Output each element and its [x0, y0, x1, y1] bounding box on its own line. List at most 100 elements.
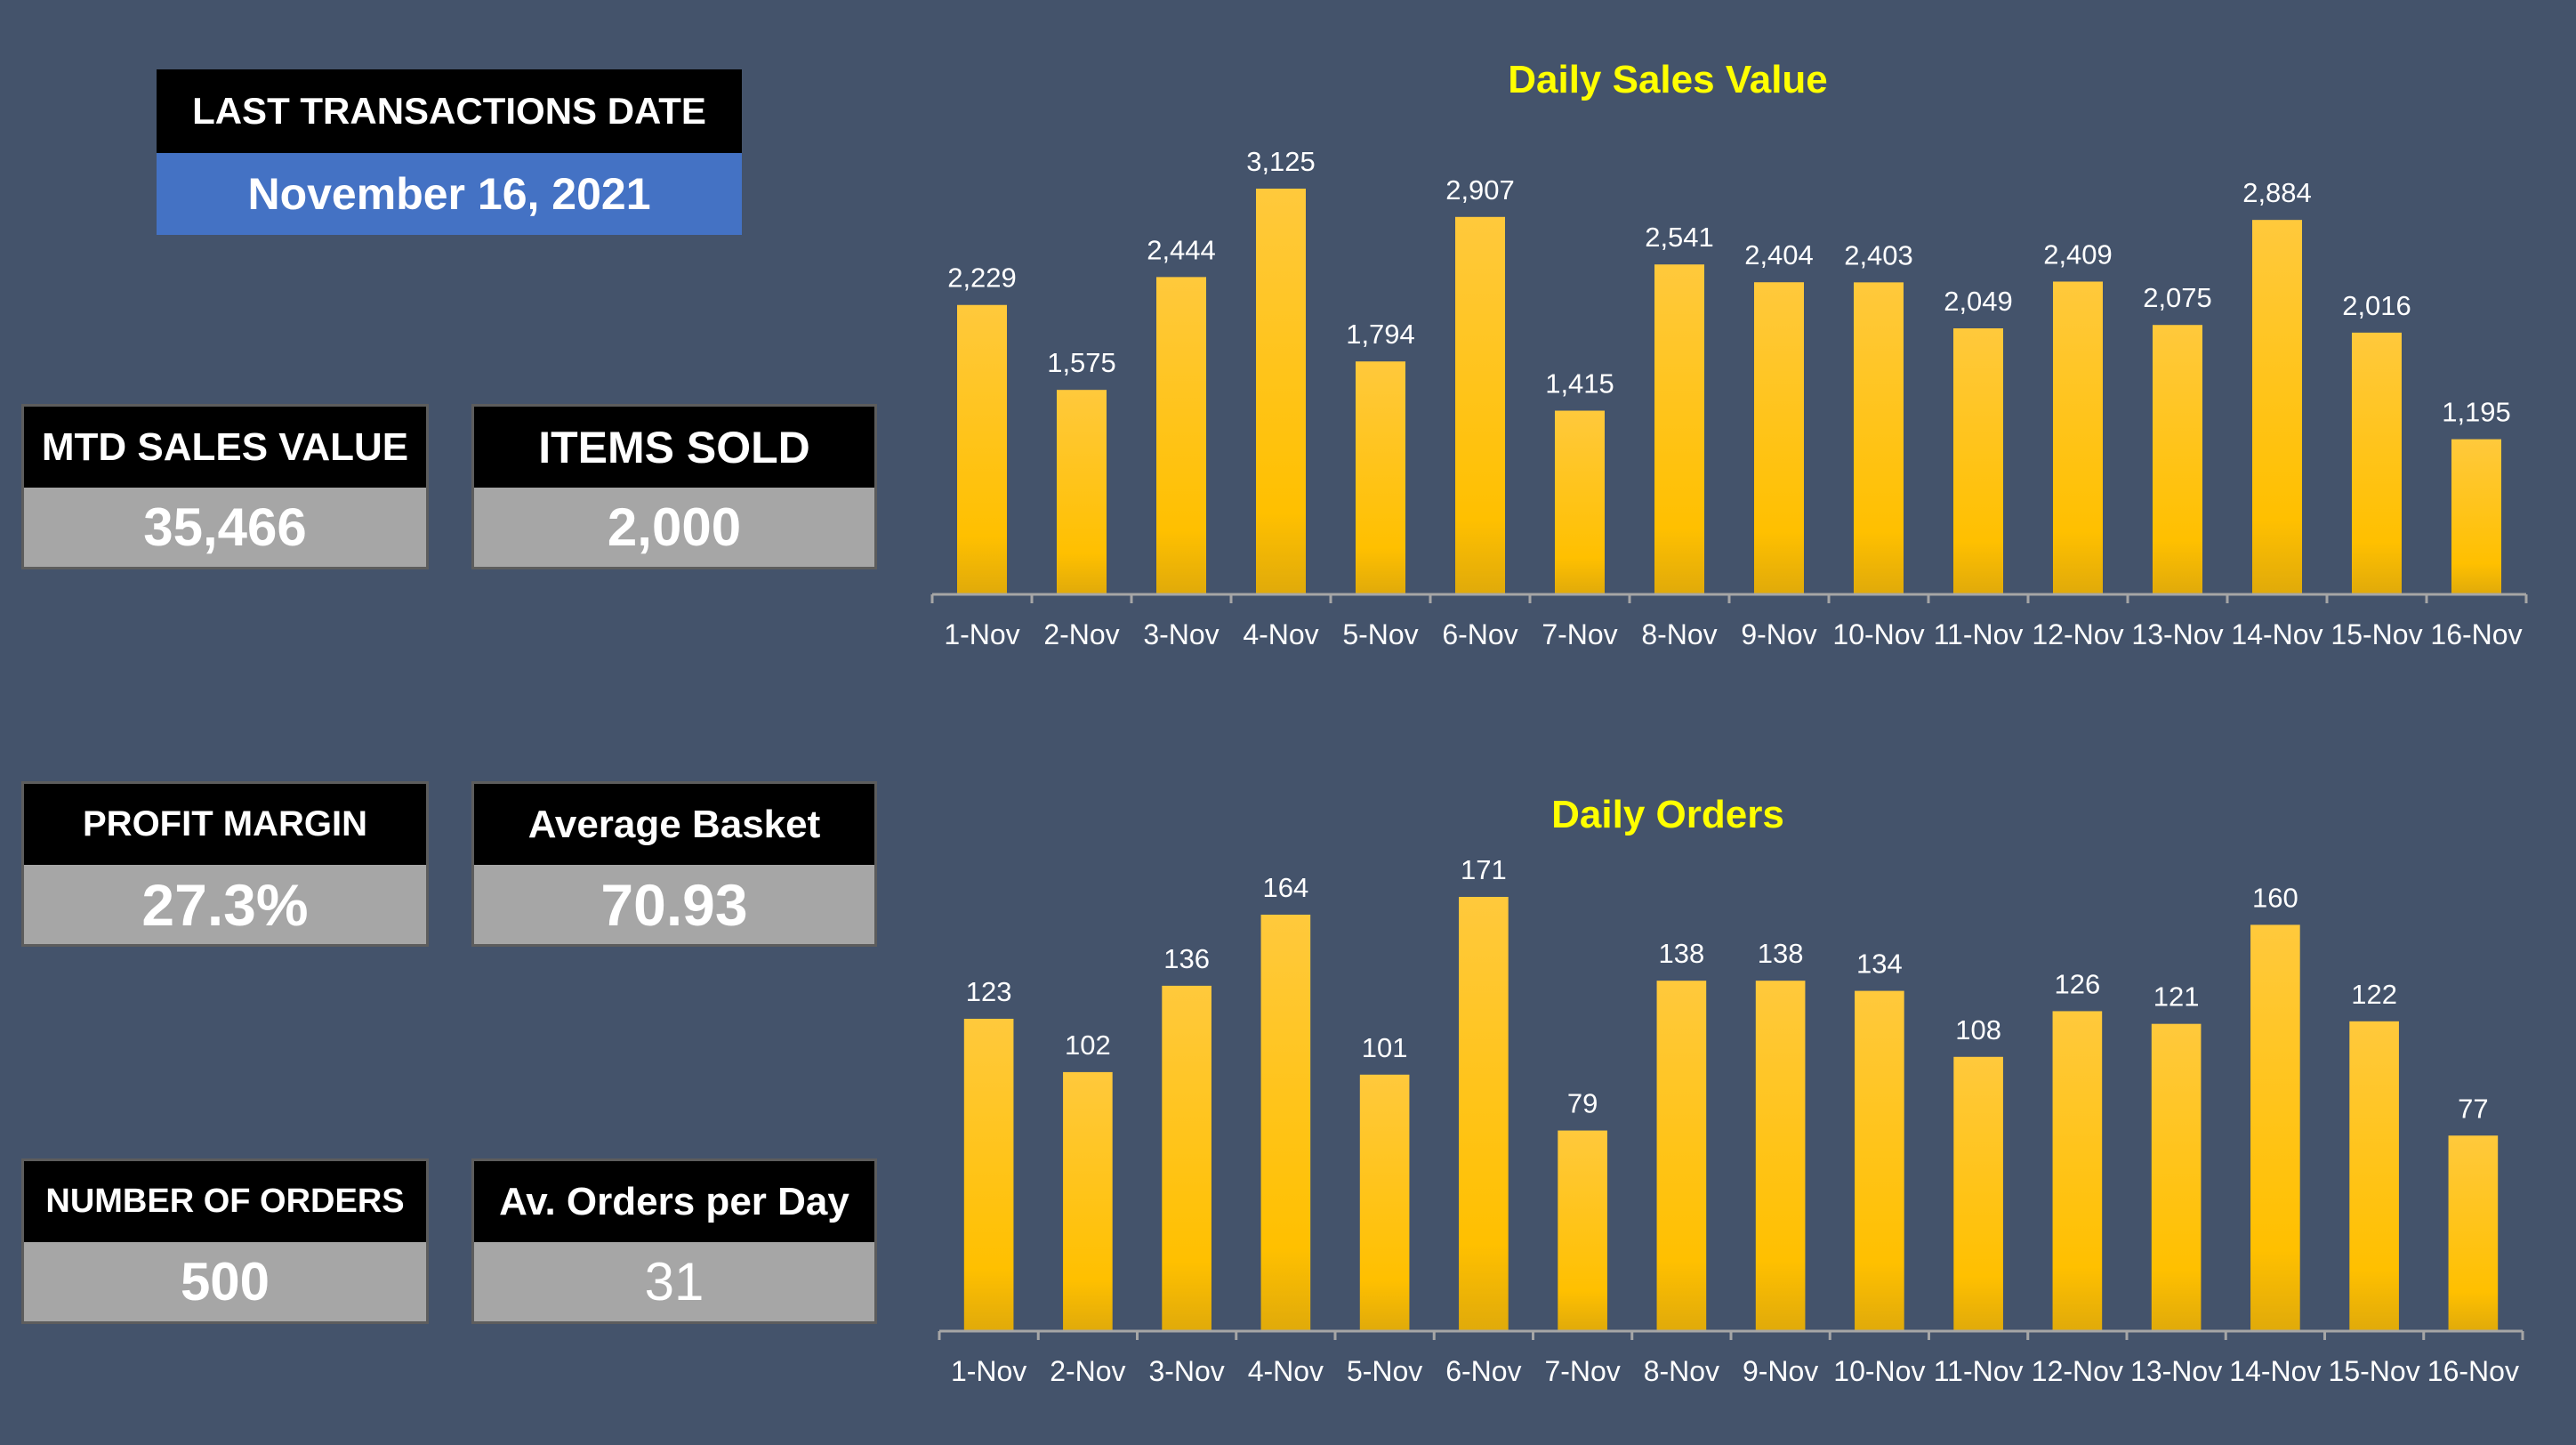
chart-title: Daily Orders: [1551, 793, 1784, 836]
avg-orders-per-day-value: 31: [471, 1242, 877, 1324]
bar: [1162, 985, 1212, 1331]
x-tick-label: 16-Nov: [2430, 618, 2522, 650]
last-transactions-date-card: LAST TRANSACTIONS DATE November 16, 2021: [157, 69, 742, 235]
bar: [1356, 361, 1405, 594]
items-sold-card: ITEMS SOLD 2,000: [471, 404, 877, 569]
x-tick-label: 2-Nov: [1043, 618, 1119, 650]
bar: [2252, 220, 2302, 594]
x-tick-label: 9-Nov: [1743, 1355, 1818, 1387]
items-sold-value: 2,000: [471, 488, 877, 569]
x-tick-label: 1-Nov: [944, 618, 1019, 650]
bar: [1855, 990, 1904, 1331]
x-tick-label: 5-Nov: [1347, 1355, 1422, 1387]
x-tick-label: 11-Nov: [1934, 618, 2024, 650]
x-tick-label: 16-Nov: [2427, 1355, 2519, 1387]
number-of-orders-card: NUMBER OF ORDERS 500: [21, 1158, 429, 1324]
x-tick-label: 13-Nov: [2130, 1355, 2222, 1387]
bar-value-label: 138: [1659, 938, 1705, 969]
number-of-orders-value: 500: [21, 1242, 429, 1324]
x-tick-label: 9-Nov: [1741, 618, 1816, 650]
bar-value-label: 2,229: [947, 262, 1017, 294]
x-tick-label: 4-Nov: [1248, 1355, 1324, 1387]
bar-value-label: 164: [1263, 872, 1309, 903]
bar: [957, 304, 1007, 594]
bar-value-label: 1,195: [2442, 397, 2511, 428]
x-tick-label: 10-Nov: [1832, 618, 1924, 650]
bar: [1555, 410, 1605, 594]
last-transactions-date-label: LAST TRANSACTIONS DATE: [157, 69, 742, 153]
x-tick-label: 10-Nov: [1833, 1355, 1925, 1387]
bar: [1754, 282, 1804, 594]
x-tick-label: 12-Nov: [2032, 618, 2123, 650]
bar-value-label: 102: [1065, 1029, 1111, 1061]
bar: [1256, 189, 1306, 594]
mtd-sales-value: 35,466: [21, 488, 429, 569]
avg-orders-per-day-label: Av. Orders per Day: [471, 1158, 877, 1242]
daily-sales-chart: Daily Sales Value 2,229 1-Nov 1,575 2-Nov 2,4…: [930, 58, 2528, 650]
average-basket-value: 70.93: [471, 865, 877, 947]
bar: [2349, 1021, 2399, 1331]
bar-value-label: 108: [1955, 1014, 2001, 1045]
bar-value-label: 3,125: [1246, 146, 1316, 177]
x-tick-label: 8-Nov: [1644, 1355, 1719, 1387]
profit-margin-label: PROFIT MARGIN: [21, 781, 429, 865]
bar-value-label: 160: [2252, 882, 2298, 913]
bar: [2153, 325, 2202, 594]
bar-value-label: 121: [2153, 981, 2200, 1013]
bar-value-label: 2,409: [2043, 238, 2113, 270]
bar: [1654, 264, 1704, 594]
x-tick-label: 1-Nov: [951, 1355, 1026, 1387]
x-tick-label: 11-Nov: [1934, 1355, 2024, 1387]
x-tick-label: 7-Nov: [1544, 1355, 1620, 1387]
bar-value-label: 77: [2458, 1093, 2488, 1124]
bar: [1953, 328, 2003, 594]
bar-value-label: 123: [966, 976, 1012, 1007]
x-tick-label: 3-Nov: [1148, 1355, 1224, 1387]
bar-value-label: 126: [2055, 968, 2101, 999]
x-tick-label: 8-Nov: [1641, 618, 1717, 650]
bar-value-label: 136: [1163, 943, 1210, 974]
average-basket-label: Average Basket: [471, 781, 877, 865]
bar: [1057, 390, 1107, 594]
bar: [1260, 914, 1311, 1331]
bar: [1755, 981, 1806, 1331]
bar-value-label: 2,075: [2143, 282, 2212, 313]
bar: [1656, 981, 1707, 1331]
bar: [2052, 1011, 2103, 1331]
bar: [2448, 1135, 2499, 1331]
bar: [1854, 282, 1904, 594]
bar: [963, 1018, 1014, 1331]
bar: [1359, 1074, 1410, 1331]
avg-orders-per-day-card: Av. Orders per Day 31: [471, 1158, 877, 1324]
bar-value-label: 134: [1856, 949, 1903, 980]
daily-orders-chart: Daily Orders 123 1-Nov 102 2-Nov 136 3-Nov 164 4…: [938, 793, 2524, 1387]
bar-value-label: 2,541: [1645, 222, 1714, 253]
bar-value-label: 101: [1362, 1032, 1408, 1063]
bar-value-label: 1,794: [1346, 319, 1415, 350]
bar: [2451, 439, 2501, 594]
x-tick-label: 13-Nov: [2131, 618, 2223, 650]
bar: [1953, 1056, 2003, 1331]
bar: [2151, 1023, 2202, 1331]
bar-value-label: 171: [1461, 854, 1507, 885]
x-tick-label: 2-Nov: [1050, 1355, 1125, 1387]
x-tick-label: 14-Nov: [2229, 1355, 2321, 1387]
bar: [1063, 1071, 1113, 1331]
bar-value-label: 2,016: [2342, 290, 2411, 321]
x-tick-label: 6-Nov: [1442, 618, 1517, 650]
bar-value-label: 138: [1758, 938, 1804, 969]
x-tick-label: 5-Nov: [1342, 618, 1418, 650]
bar-value-label: 79: [1567, 1088, 1598, 1119]
profit-margin-card: PROFIT MARGIN 27.3%: [21, 781, 429, 947]
bar-value-label: 2,403: [1844, 239, 1913, 270]
bar-value-label: 1,575: [1047, 347, 1116, 378]
items-sold-label: ITEMS SOLD: [471, 404, 877, 488]
bar: [1455, 216, 1505, 595]
bar: [1558, 1130, 1607, 1331]
profit-margin-value: 27.3%: [21, 865, 429, 947]
bar-value-label: 2,049: [1944, 286, 2013, 317]
x-tick-label: 6-Nov: [1445, 1355, 1521, 1387]
x-tick-label: 12-Nov: [2032, 1355, 2123, 1387]
x-tick-label: 15-Nov: [2329, 1355, 2420, 1387]
bar-value-label: 2,404: [1744, 239, 1814, 270]
